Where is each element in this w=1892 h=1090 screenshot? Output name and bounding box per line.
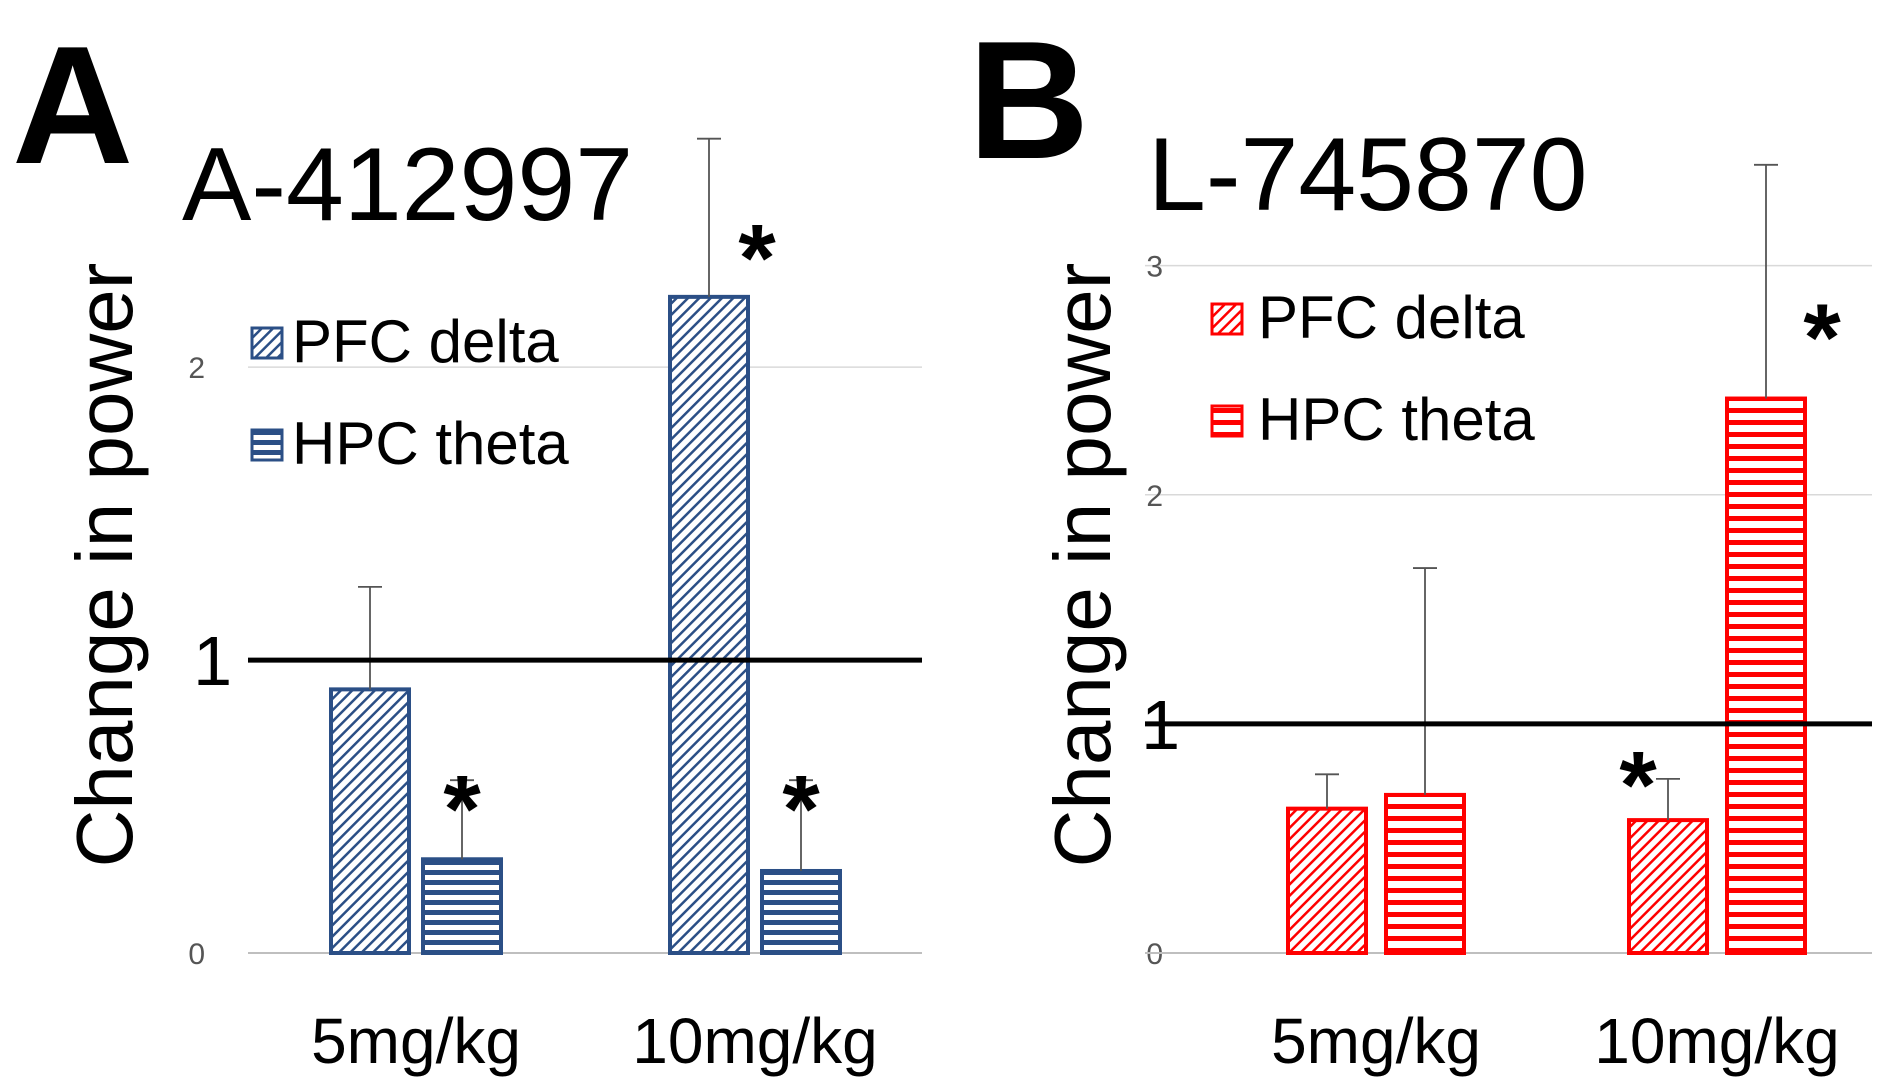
panel-b-title: L-745870 <box>1148 117 1588 233</box>
x-category-label: 5mg/kg <box>311 1005 521 1077</box>
y-tick-label: 2 <box>1146 480 1163 513</box>
y-tick-label: 2 <box>188 352 205 385</box>
bar-hpc-theta <box>1384 792 1466 955</box>
bar-pfc-delta <box>329 687 411 955</box>
panel-a-legend: PFC delta HPC theta <box>250 308 569 477</box>
significance-asterisk: * <box>738 205 776 312</box>
bar-hpc-theta <box>1725 396 1807 956</box>
x-category-label: 10mg/kg <box>632 1005 877 1077</box>
legend-swatch-hpc-theta <box>250 428 284 462</box>
bar-pfc-delta <box>1627 818 1709 955</box>
panel-a-title: A-412997 <box>182 127 633 243</box>
legend-label-hpc-theta: HPC theta <box>1258 386 1535 453</box>
legend-swatch-pfc-delta <box>1210 302 1244 336</box>
y-tick-label: 0 <box>188 938 205 971</box>
significance-asterisk: * <box>443 756 481 863</box>
panel-a-label: A <box>12 11 133 199</box>
bar-pfc-delta <box>1286 806 1368 955</box>
significance-asterisk: * <box>1803 285 1841 392</box>
panel-b-legend: PFC delta HPC theta <box>1210 284 1535 453</box>
legend-swatch-pfc-delta <box>250 326 284 360</box>
legend-label-pfc-delta: PFC delta <box>292 308 559 375</box>
panel-a-ylabel: Change in power <box>60 263 149 868</box>
bar-hpc-theta <box>760 868 842 956</box>
x-category-label: 5mg/kg <box>1271 1005 1481 1077</box>
legend-label-pfc-delta: PFC delta <box>1258 284 1525 351</box>
x-category-label: 10mg/kg <box>1594 1005 1839 1077</box>
bar-hpc-theta <box>421 857 503 955</box>
y-tick-label: 1 <box>193 622 232 700</box>
legend-label-hpc-theta: HPC theta <box>292 410 569 477</box>
y-tick-label: 0 <box>1146 938 1163 971</box>
panel-a: A A-412997 Change in power 0 1 2 * * * 5mg/kg 1… <box>12 11 922 1077</box>
panel-b-ylabel: Change in power <box>1038 263 1127 868</box>
significance-asterisk: * <box>1619 732 1657 839</box>
y-tick-label: 3 <box>1146 251 1163 284</box>
panel-b-label: B <box>968 6 1089 194</box>
panel-a-plot: 0 1 2 * * * 5mg/kg 10mg/kg <box>188 137 922 1077</box>
significance-asterisk: * <box>782 756 820 863</box>
legend-swatch-hpc-theta <box>1210 404 1244 438</box>
bar-pfc-delta <box>668 294 750 956</box>
